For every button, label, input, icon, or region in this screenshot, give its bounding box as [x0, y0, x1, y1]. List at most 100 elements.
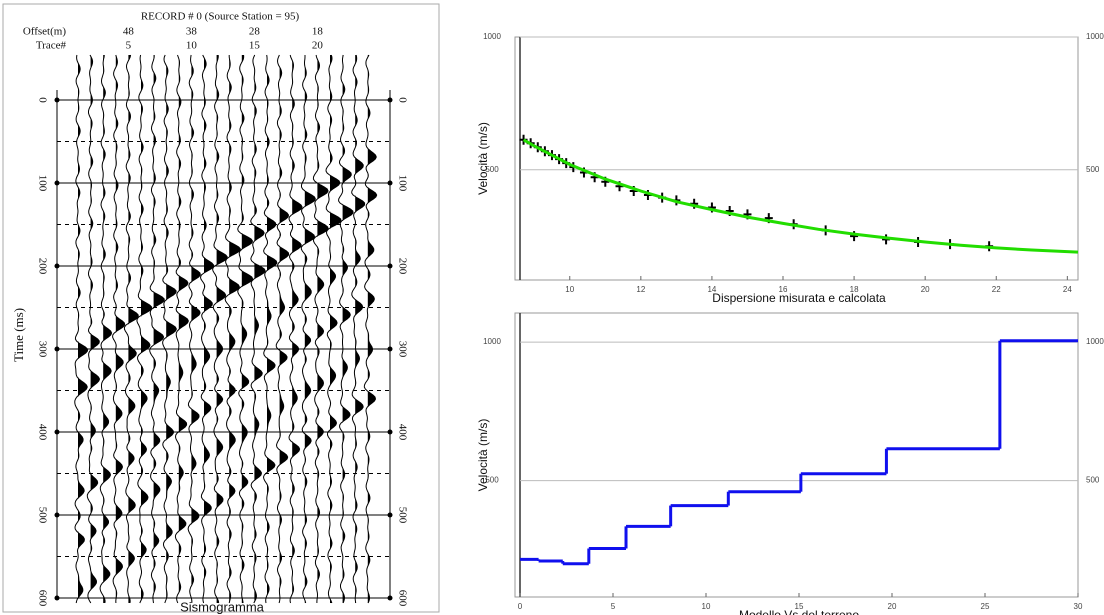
x-tick-label: 14 — [707, 285, 716, 294]
trace-wiggle — [212, 54, 228, 604]
x-tick-label: 24 — [1063, 285, 1072, 294]
y-tick-label: 600 — [36, 590, 48, 607]
y-axis-label: Velocità (m/s) — [476, 122, 490, 195]
chart-title: RECORD # 0 (Source Station = 95) — [141, 11, 300, 23]
y-tick-label: 500 — [485, 476, 499, 485]
trace-wiggle — [288, 54, 303, 604]
y-tick-label-right: 100 — [396, 175, 408, 192]
tick-dot — [54, 429, 60, 435]
y-tick-label-right: 500 — [1086, 165, 1100, 174]
trace-wiggle — [325, 54, 342, 604]
x-tick-label: 0 — [518, 602, 523, 611]
tick-dot — [387, 180, 393, 186]
trace-wiggle — [112, 54, 126, 604]
y-tick-label: 100 — [36, 175, 48, 192]
trace-fill — [141, 55, 152, 603]
x-tick-label: 5 — [611, 602, 616, 611]
trace-number: 15 — [249, 40, 261, 52]
trace-fill — [178, 55, 189, 603]
y-tick-label: 500 — [485, 165, 499, 174]
y-tick-label-right: 400 — [396, 424, 408, 441]
x-tick-label: 18 — [850, 285, 859, 294]
series-line — [522, 138, 1079, 254]
x-tick-label: 20 — [921, 285, 930, 294]
x-axis-label: Modello Vs del terreno — [739, 608, 859, 615]
x-tick-label: 12 — [636, 285, 645, 294]
trace-fill — [204, 55, 214, 603]
plot-frame — [514, 36, 1079, 281]
tick-dot — [387, 97, 393, 103]
trace-fill — [342, 55, 354, 603]
x-tick-label: 22 — [992, 285, 1001, 294]
y-tick-label-right: 300 — [396, 341, 408, 358]
y-tick-label: 1000 — [483, 337, 501, 346]
tick-dot — [387, 429, 393, 435]
x-axis-label: Sismogramma — [180, 599, 265, 614]
trace-fill — [317, 55, 329, 603]
plot-frame — [514, 312, 1079, 598]
x-tick-label: 10 — [565, 285, 574, 294]
trace-number: 10 — [186, 40, 198, 52]
trace-wiggle — [351, 54, 366, 604]
trace-wiggle — [250, 54, 266, 604]
trace-fill — [367, 55, 377, 603]
y-tick-label: 300 — [36, 341, 48, 358]
tick-dot — [54, 595, 60, 601]
trace-wiggle — [123, 54, 139, 604]
trace-wiggle — [262, 54, 278, 604]
trace-wiggle — [74, 54, 89, 604]
y-axis-label: Time (ms) — [11, 308, 26, 362]
trace-wiggle — [174, 54, 189, 604]
y-tick-label: 400 — [36, 424, 48, 441]
x-tick-label: 16 — [779, 285, 788, 294]
trace-fill — [115, 55, 125, 603]
trace-wiggle — [162, 54, 177, 604]
tick-dot — [54, 180, 60, 186]
trace-fill — [292, 55, 303, 603]
y-tick-label-right: 200 — [396, 258, 408, 275]
x-tick-label: 30 — [1074, 602, 1083, 611]
trace-wiggle — [187, 54, 201, 604]
trace-fill — [355, 55, 365, 603]
offset-value: 38 — [186, 26, 198, 38]
y-tick-label-right: 500 — [396, 507, 408, 524]
trace-fill — [254, 55, 266, 603]
trace-wiggle — [237, 54, 254, 604]
trace-wiggle — [224, 55, 241, 604]
trace-fill — [78, 55, 88, 603]
offset-value: 48 — [123, 26, 135, 38]
y-tick-label-right: 500 — [1086, 476, 1100, 485]
tick-dot — [387, 346, 393, 352]
y-tick-label-right: 1000 — [1086, 32, 1104, 41]
y-tick-label: 0 — [36, 97, 48, 103]
y-axis-label: Velocità (m/s) — [476, 419, 490, 492]
x-tick-label: 15 — [795, 602, 804, 611]
trace-fill — [166, 55, 177, 603]
trace-wiggle — [136, 54, 153, 604]
trace-fill — [103, 55, 112, 603]
trace-fill — [128, 55, 139, 603]
trace-fill — [229, 55, 241, 603]
tick-dot — [54, 346, 60, 352]
trace-wiggle — [99, 54, 113, 604]
x-axis-label: Dispersione misurata e calcolata — [712, 291, 886, 305]
y-tick-label: 500 — [36, 507, 48, 524]
trace-fill — [267, 55, 277, 603]
offset-label: Offset(m) — [23, 26, 67, 38]
y-tick-label: 1000 — [483, 32, 501, 41]
trace-label: Trace# — [36, 40, 67, 52]
trace-fill — [191, 55, 201, 603]
tick-dot — [54, 263, 60, 269]
trace-wiggle — [86, 54, 101, 604]
panel-frame — [2, 3, 440, 613]
tick-dot — [54, 512, 60, 518]
trace-wiggle — [199, 54, 215, 604]
trace-fill — [216, 55, 228, 603]
trace-number: 5 — [126, 40, 132, 52]
wiggles — [74, 54, 378, 604]
x-tick-label: 25 — [981, 602, 990, 611]
tick-dot — [387, 595, 393, 601]
offset-value: 28 — [249, 26, 261, 38]
y-tick-label-right: 600 — [396, 590, 408, 607]
